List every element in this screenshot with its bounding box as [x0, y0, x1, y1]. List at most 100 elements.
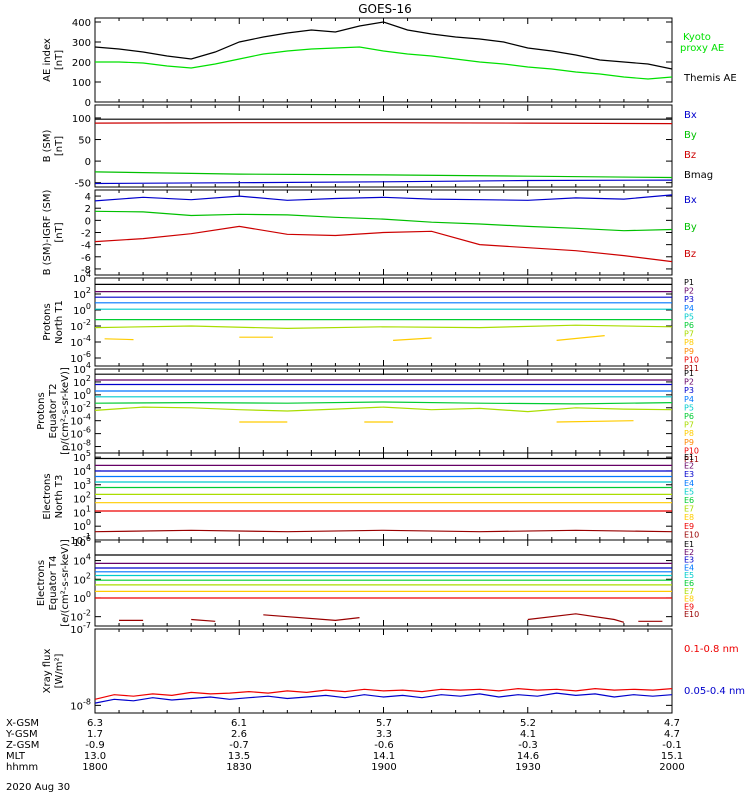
y-tick-label: 4: [85, 192, 91, 203]
y-tick-label: 100: [72, 114, 91, 125]
series-0-1-0-8-nm: [94, 687, 673, 700]
legend-entry: P7: [684, 330, 694, 339]
orbit-value: 1930: [515, 762, 540, 773]
orbit-value: 5.7: [376, 718, 392, 729]
y-tick-label: 0: [85, 216, 91, 227]
orbit-value: 4.1: [520, 729, 536, 740]
orbit-row-label: hhmm: [6, 762, 38, 773]
legend-entry: E4: [684, 563, 694, 572]
orbit-row-label: Y-GSM: [5, 729, 38, 740]
series-themis-ae: [94, 21, 673, 70]
orbit-row-label: Z-GSM: [6, 740, 39, 751]
y-tick-label: 300: [72, 38, 91, 49]
y-axis-label: North T1: [54, 300, 65, 344]
panel-frame: [94, 452, 673, 541]
orbit-value: 1830: [226, 762, 251, 773]
orbit-value: 15.1: [661, 751, 683, 762]
legend-entry: E7: [684, 587, 694, 596]
chart-title: GOES-16: [358, 2, 412, 16]
series-kyoto-proxy-ae: [95, 46, 673, 80]
legend-entry: P3: [684, 386, 694, 395]
legend-entry: P1: [684, 369, 694, 378]
legend-entry: P9: [684, 438, 694, 447]
series-bz: [94, 122, 673, 125]
date-label: 2020 Aug 30: [6, 782, 70, 793]
y-tick-label: 200: [72, 58, 91, 69]
panel-3: -8-6-4-2 024 B (SM)-IGRF (SM) [nT] Bx By Bz: [42, 189, 697, 276]
orbit-value: -0.9: [85, 740, 105, 751]
y-tick-label: 100: [72, 78, 91, 89]
legend-entry: Kyoto: [683, 32, 711, 43]
y-tick-label: 10-2: [70, 318, 91, 333]
legend-entry: E2: [684, 548, 694, 557]
orbit-row-label: X-GSM: [6, 718, 39, 729]
series-bx: [94, 179, 673, 185]
legend-entry: P10: [684, 446, 699, 455]
y-axis-label: [nT]: [54, 222, 65, 242]
orbit-value: 13.0: [84, 751, 106, 762]
series-bx: [94, 194, 673, 202]
y-tick-label: 0: [85, 157, 91, 168]
y-axis-label: North T3: [54, 475, 65, 519]
series-by: [94, 171, 673, 179]
legend-entry: P11: [684, 364, 699, 373]
orbit-value: 6.1: [231, 718, 247, 729]
legend-entry: P8: [684, 338, 694, 347]
orbit-value: 2.6: [231, 729, 247, 740]
orbit-value: 14.1: [373, 751, 395, 762]
y-tick-label: 102: [73, 286, 91, 301]
legend-entry: Bmag: [684, 170, 713, 181]
orbit-row-label: MLT: [6, 751, 26, 762]
y-tick-label: 50: [78, 136, 91, 147]
legend-entry: E6: [684, 496, 694, 505]
orbit-value: -0.6: [374, 740, 394, 751]
y-tick-label: 104: [73, 463, 91, 478]
legend-entry: E8: [684, 513, 694, 522]
legend-entry: Bx: [684, 110, 697, 121]
y-tick-label: 100: [73, 518, 91, 533]
legend-entry: P2: [684, 378, 694, 387]
legend-entry: E4: [684, 479, 694, 488]
series-p6: [94, 401, 673, 405]
legend-entry: 0.1-0.8 nm: [684, 644, 739, 655]
legend-entry: Bx: [684, 195, 697, 206]
legend-entry: P4: [684, 395, 694, 404]
y-axis-label: Protons: [36, 392, 47, 429]
y-tick-label: 104: [73, 553, 91, 568]
orbit-value: 13.5: [228, 751, 250, 762]
legend-entry: E2: [684, 462, 694, 471]
y-axis-label: [p/(cm²-s-sr-keV)]: [60, 367, 71, 455]
legend-entry: E1: [684, 540, 694, 549]
series-p8d: [556, 335, 605, 341]
legend-entry: By: [684, 130, 697, 141]
y-tick-label: 101: [73, 504, 91, 519]
y-tick-label: -50: [75, 179, 91, 190]
legend-entry: E10: [684, 530, 699, 539]
panel-frame: [94, 17, 673, 103]
orbit-value: 14.6: [517, 751, 539, 762]
series-p7: [94, 324, 673, 330]
orbit-value: 6.3: [87, 718, 103, 729]
orbit-value: 1800: [82, 762, 107, 773]
legend-entry: Bz: [684, 249, 696, 260]
orbit-value: 3.3: [376, 729, 392, 740]
y-tick-label: 400: [72, 18, 91, 29]
legend-entry: P6: [684, 412, 694, 421]
y-axis-label: [nT]: [54, 50, 65, 70]
y-axis-label: Electrons: [36, 560, 47, 606]
y-axis-label: AE index: [42, 38, 53, 82]
series-e10c: [263, 614, 360, 622]
series-p8c: [556, 420, 634, 423]
series-p8c: [393, 337, 432, 341]
y-tick-label: 2: [85, 204, 91, 215]
legend-entry: P5: [684, 403, 694, 412]
series-p7: [94, 406, 673, 413]
legend-entry: P5: [684, 312, 694, 321]
y-axis-label: Xray flux: [42, 649, 53, 694]
legend-entry: P6: [684, 321, 694, 330]
panel-frame: [94, 628, 673, 714]
orbit-value: 5.2: [520, 718, 536, 729]
